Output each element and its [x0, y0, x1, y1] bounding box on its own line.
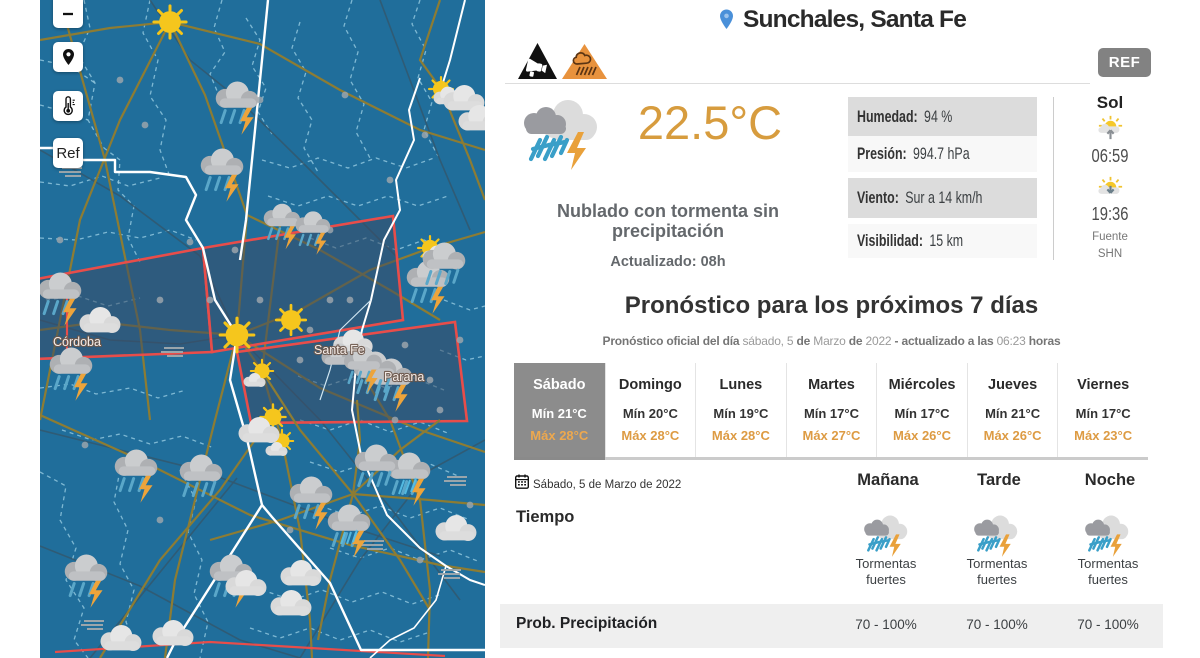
svg-text:Santa Fe: Santa Fe: [314, 343, 365, 357]
svg-text:Córdoba: Córdoba: [53, 335, 101, 349]
svg-text:Parana: Parana: [384, 370, 424, 384]
